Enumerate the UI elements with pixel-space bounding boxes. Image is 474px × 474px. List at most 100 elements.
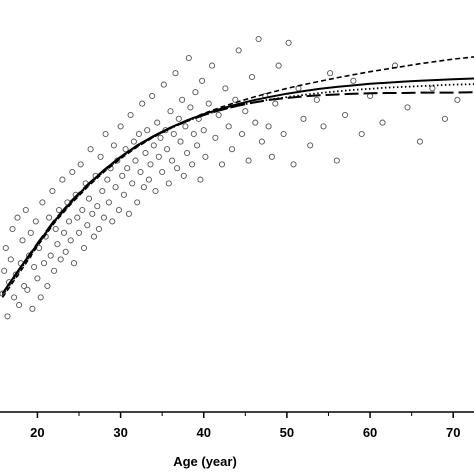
x-tick-label: 40 — [197, 425, 211, 440]
fit-line-solid — [1, 77, 474, 295]
data-point — [155, 153, 162, 160]
data-point — [225, 123, 232, 130]
data-point — [52, 225, 59, 233]
data-point — [70, 260, 78, 267]
data-point — [39, 199, 46, 206]
data-point — [75, 229, 83, 236]
data-point — [130, 138, 137, 145]
data-point — [109, 218, 116, 225]
data-point — [333, 157, 340, 164]
data-point — [11, 294, 18, 301]
data-point — [85, 195, 93, 202]
data-point — [218, 161, 226, 168]
data-point — [209, 62, 216, 69]
data-point — [177, 138, 184, 145]
data-point — [9, 225, 16, 233]
data-point — [31, 263, 38, 271]
data-point — [185, 54, 192, 62]
data-point — [2, 244, 9, 252]
data-point — [342, 111, 349, 119]
data-point — [14, 214, 21, 221]
data-point — [179, 96, 186, 103]
data-point — [404, 104, 411, 111]
data-point — [27, 229, 34, 236]
x-tick-label: 50 — [280, 425, 294, 440]
data-point — [69, 168, 76, 176]
data-point — [272, 100, 279, 107]
data-point — [265, 123, 272, 130]
data-point — [255, 35, 262, 43]
data-point — [197, 176, 204, 183]
data-point — [132, 157, 139, 164]
data-point — [142, 149, 149, 157]
data-point — [252, 119, 259, 126]
data-point — [135, 130, 142, 138]
data-point — [180, 172, 187, 179]
data-point — [175, 115, 182, 122]
data-point — [245, 157, 252, 164]
data-point — [300, 115, 307, 122]
data-point — [212, 134, 219, 141]
data-point — [164, 146, 171, 153]
data-point — [37, 294, 44, 301]
data-point — [320, 123, 327, 130]
data-point — [7, 256, 14, 263]
data-point — [119, 172, 126, 179]
data-point — [24, 286, 31, 293]
data-point — [129, 180, 136, 187]
data-point — [189, 161, 196, 168]
data-point — [144, 127, 151, 134]
data-point — [62, 248, 69, 255]
data-point — [134, 199, 141, 206]
data-point — [49, 187, 56, 195]
data-point — [454, 96, 461, 103]
data-point — [202, 153, 209, 160]
data-point — [416, 138, 423, 145]
data-point — [89, 210, 96, 217]
data-point — [238, 130, 246, 138]
data-point — [170, 130, 177, 138]
data-point — [21, 282, 28, 290]
data-point — [379, 119, 386, 126]
data-point — [84, 222, 91, 229]
data-point — [167, 108, 174, 115]
data-point — [307, 142, 314, 149]
data-point — [127, 111, 134, 119]
x-axis-label: Age (year) — [173, 454, 237, 469]
data-point — [327, 70, 334, 77]
data-point — [137, 168, 144, 176]
data-point — [145, 176, 152, 183]
data-point — [41, 260, 48, 267]
data-point — [160, 81, 167, 88]
data-point — [429, 85, 436, 92]
x-tick-label: 60 — [363, 425, 377, 440]
data-point — [115, 206, 122, 214]
x-tick-label: 20 — [30, 425, 44, 440]
data-point — [228, 146, 236, 153]
data-point — [149, 92, 156, 100]
data-point — [87, 146, 94, 153]
data-point — [46, 214, 53, 221]
data-point — [94, 203, 101, 210]
data-point — [112, 184, 119, 191]
data-point — [139, 100, 146, 107]
data-point — [47, 252, 54, 259]
data-point — [65, 218, 73, 225]
data-point — [350, 77, 357, 84]
data-point — [159, 168, 166, 176]
fitted-curves — [1, 56, 474, 298]
data-point — [165, 180, 172, 187]
data-point — [194, 142, 201, 149]
data-point — [268, 153, 275, 160]
x-axis-ticks: 20 30 40 50 60 70 — [30, 412, 460, 440]
fit-line-longdash — [1, 91, 474, 295]
data-point — [122, 146, 129, 153]
data-point — [200, 127, 207, 134]
data-point — [313, 96, 320, 103]
data-point — [280, 130, 287, 138]
data-point — [19, 237, 26, 244]
data-point — [290, 161, 297, 168]
data-point — [199, 77, 206, 84]
data-point — [124, 165, 131, 172]
